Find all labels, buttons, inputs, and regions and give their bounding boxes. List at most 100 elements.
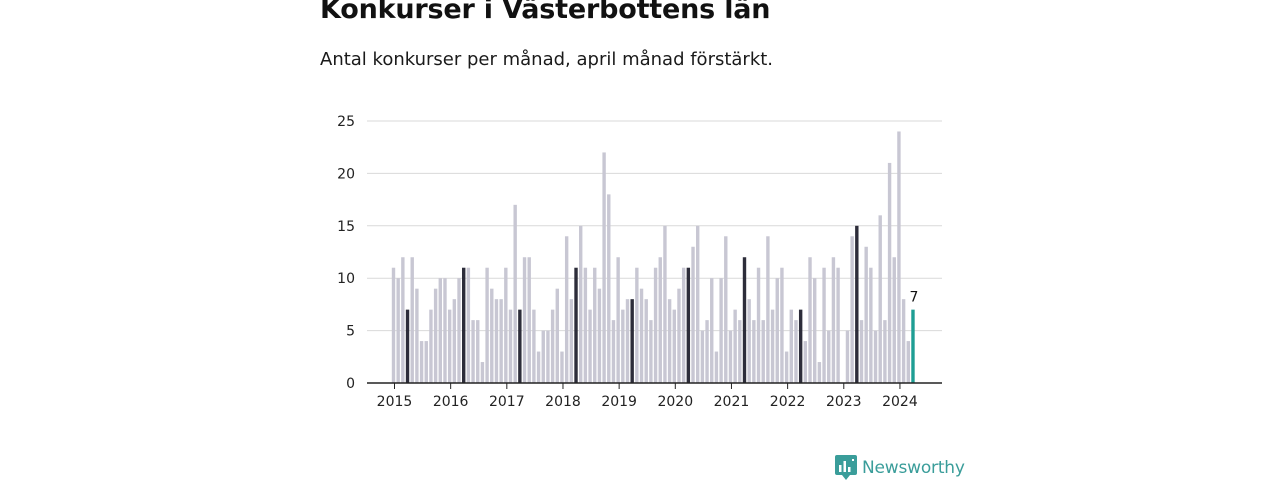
y-tick-label: 0 <box>346 376 355 392</box>
bar <box>635 267 639 383</box>
bar <box>588 309 592 383</box>
bar <box>761 320 765 383</box>
bar <box>597 288 602 383</box>
x-tick-label: 2015 <box>377 394 413 410</box>
bar-april <box>855 225 859 383</box>
bar <box>770 309 775 383</box>
bar <box>396 278 400 383</box>
bar-april <box>405 309 410 383</box>
bar <box>859 320 864 383</box>
bar <box>817 362 822 383</box>
bar <box>897 131 901 383</box>
bar <box>803 341 808 383</box>
bar <box>433 288 438 383</box>
bar <box>667 299 672 383</box>
bar <box>546 330 550 383</box>
bar <box>625 299 630 383</box>
bar <box>794 320 798 383</box>
bar <box>504 267 508 383</box>
bar <box>536 351 541 383</box>
bar <box>476 320 480 383</box>
bar <box>401 257 405 383</box>
bar <box>756 267 761 383</box>
bar <box>649 320 653 383</box>
bar <box>728 330 733 383</box>
bar <box>607 194 611 383</box>
bar <box>522 257 527 383</box>
x-tick-label: 2023 <box>826 394 862 410</box>
bar <box>447 309 452 383</box>
x-tick-label: 2016 <box>433 394 469 410</box>
bar <box>845 330 850 383</box>
bar-april <box>518 309 522 383</box>
bar <box>681 267 686 383</box>
bar <box>700 330 705 383</box>
axes <box>367 382 942 389</box>
bar <box>391 267 396 383</box>
bar <box>621 309 625 383</box>
labels: 0 5 10 15 20 25 7 2015 2016 2017 2018 2019 2020 2021 2… <box>337 114 918 410</box>
bar-april <box>630 299 634 383</box>
bar <box>471 320 475 383</box>
x-tick-label: 2018 <box>545 394 581 410</box>
x-tick-label: 2021 <box>714 394 750 410</box>
bar-april <box>742 257 747 383</box>
bar <box>836 267 840 383</box>
bar <box>672 309 676 383</box>
bar <box>822 267 826 383</box>
x-tick-label: 2022 <box>770 394 806 410</box>
bar <box>569 299 574 383</box>
y-tick-label: 5 <box>346 324 355 340</box>
bar <box>827 330 831 383</box>
bar <box>780 267 784 383</box>
bar <box>593 267 597 383</box>
bar <box>466 267 471 383</box>
bar <box>831 257 836 383</box>
x-tick-label: 2020 <box>657 394 693 410</box>
bar <box>714 351 719 383</box>
bar <box>490 288 494 383</box>
bar <box>602 152 606 383</box>
bar <box>869 267 873 383</box>
bar <box>883 320 887 383</box>
bar <box>499 299 503 383</box>
bar <box>696 225 700 383</box>
x-tick-label: 2019 <box>601 394 637 410</box>
bar <box>752 320 756 383</box>
bar <box>892 257 896 383</box>
bar <box>873 330 878 383</box>
y-tick-label: 20 <box>337 166 355 182</box>
bar-chart-speech-bubble-icon <box>835 455 857 480</box>
brand-name: Newsworthy <box>862 458 965 478</box>
y-tick-label: 15 <box>337 219 355 235</box>
bar-april <box>574 267 578 383</box>
bar <box>579 225 583 383</box>
bar <box>653 267 658 383</box>
bar <box>677 288 681 383</box>
bar <box>438 278 442 383</box>
bar-latest <box>911 309 915 383</box>
bar <box>424 341 428 383</box>
bar <box>658 257 662 383</box>
bar <box>789 309 793 383</box>
bar-april <box>686 267 691 383</box>
bar <box>485 267 489 383</box>
bar <box>864 246 868 383</box>
bar <box>901 299 906 383</box>
bar <box>724 236 728 383</box>
bar <box>419 341 424 383</box>
bar <box>611 320 616 383</box>
bar <box>639 288 644 383</box>
y-tick-label: 25 <box>337 114 355 130</box>
bar <box>878 215 882 383</box>
bar <box>564 236 569 383</box>
bar <box>766 236 770 383</box>
bar <box>583 267 588 383</box>
chart-subtitle: Antal konkurser per månad, april månad f… <box>320 49 774 70</box>
bar <box>560 351 564 383</box>
x-tick-label: 2024 <box>882 394 918 410</box>
bar-april <box>462 267 466 383</box>
bar <box>813 278 817 383</box>
bar <box>705 320 709 383</box>
